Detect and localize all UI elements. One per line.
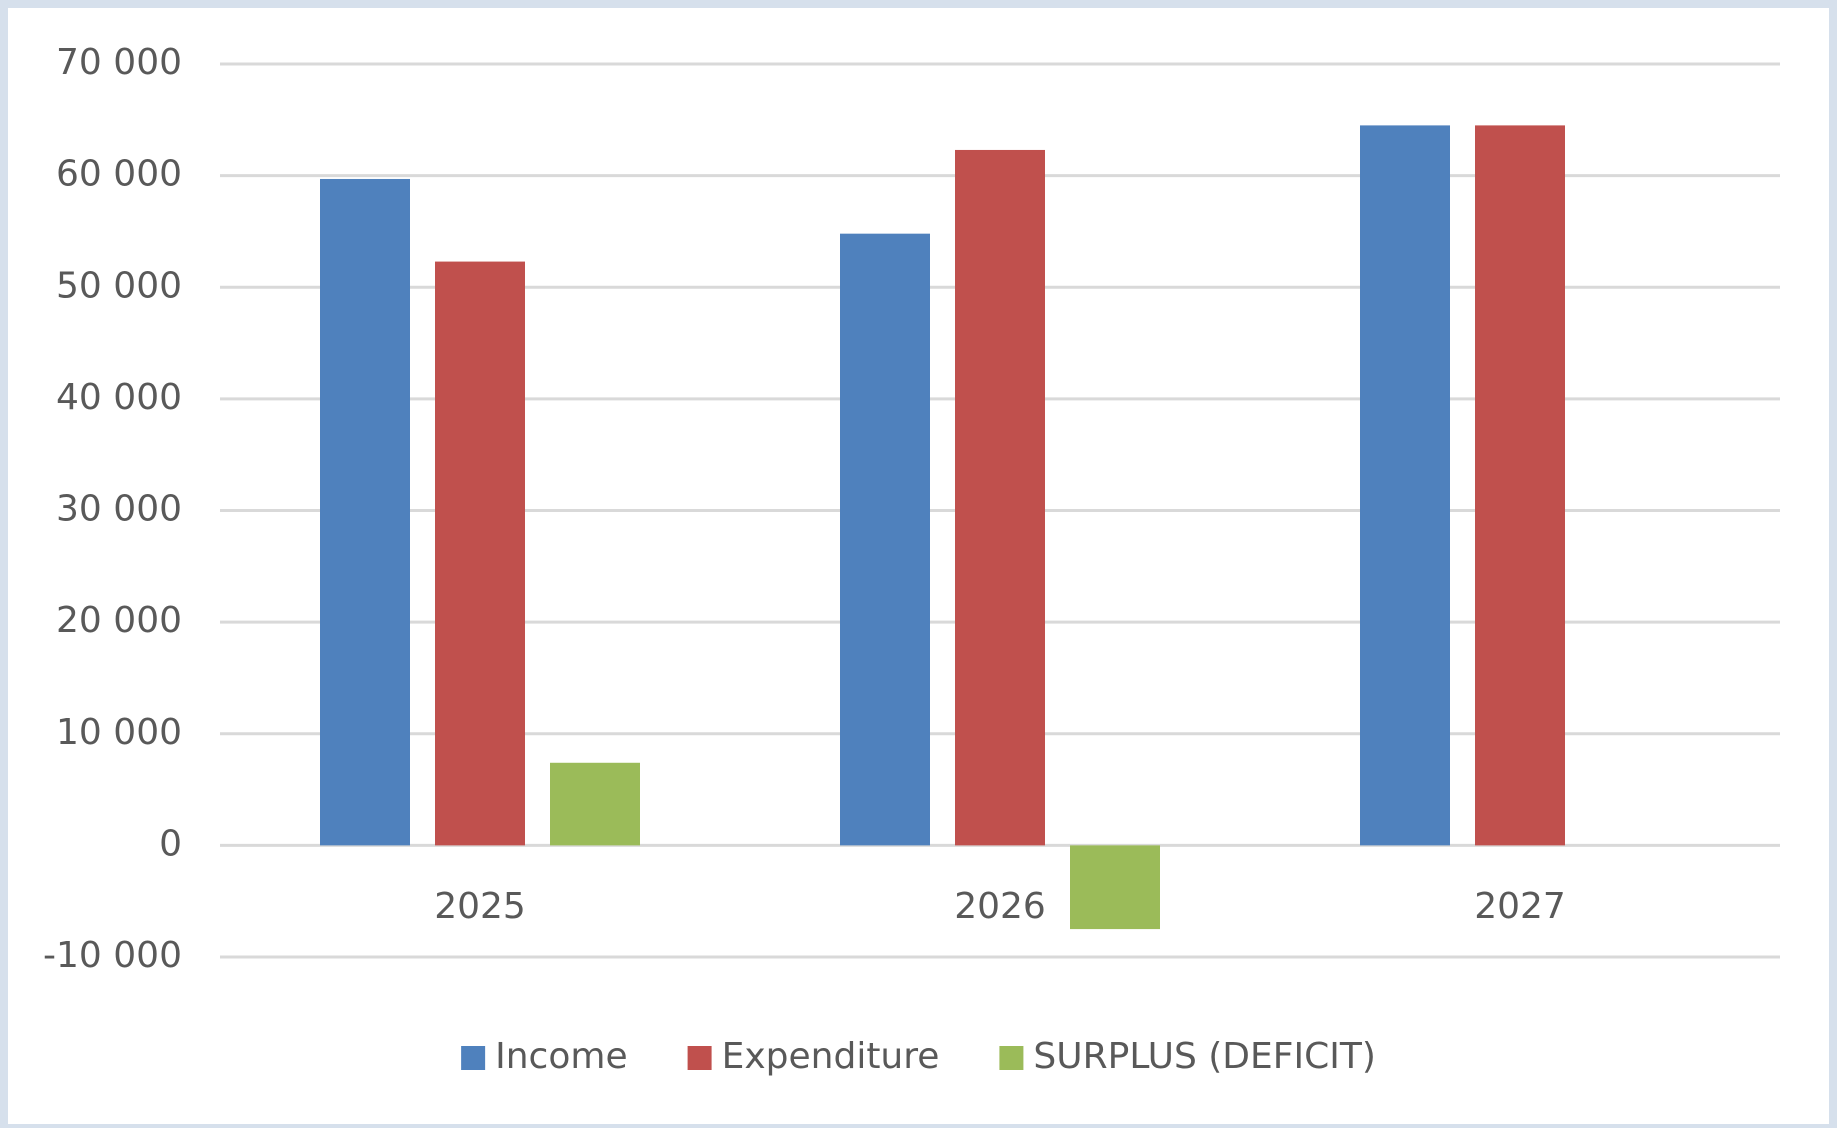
x-tick-label: 2025: [434, 886, 526, 927]
y-tick-label: 30 000: [56, 489, 182, 530]
y-tick-label: 70 000: [56, 42, 182, 83]
y-tick-label: -10 000: [43, 935, 182, 976]
bar: [435, 261, 525, 846]
legend-swatch: [999, 1046, 1024, 1070]
x-tick-label: 2026: [954, 886, 1046, 927]
y-tick-label: 0: [159, 823, 182, 864]
bar: [320, 178, 410, 846]
bar: [840, 233, 930, 846]
legend-label: SURPLUS (DEFICIT): [1033, 1036, 1375, 1077]
bar: [1475, 125, 1565, 846]
y-tick-label: 60 000: [56, 154, 182, 195]
legend-swatch: [461, 1046, 486, 1070]
bar: [550, 762, 640, 846]
bar: [1360, 125, 1450, 846]
legend-label: Expenditure: [722, 1036, 940, 1077]
x-tick-label: 2027: [1474, 886, 1566, 927]
y-tick-label: 40 000: [56, 377, 182, 418]
legend-swatch: [687, 1046, 712, 1070]
y-tick-label: 50 000: [56, 265, 182, 306]
y-tick-label: 10 000: [56, 712, 182, 753]
bar: [955, 149, 1045, 846]
bar: [1070, 845, 1160, 930]
y-tick-label: 20 000: [56, 600, 182, 641]
legend-label: Income: [495, 1036, 627, 1077]
